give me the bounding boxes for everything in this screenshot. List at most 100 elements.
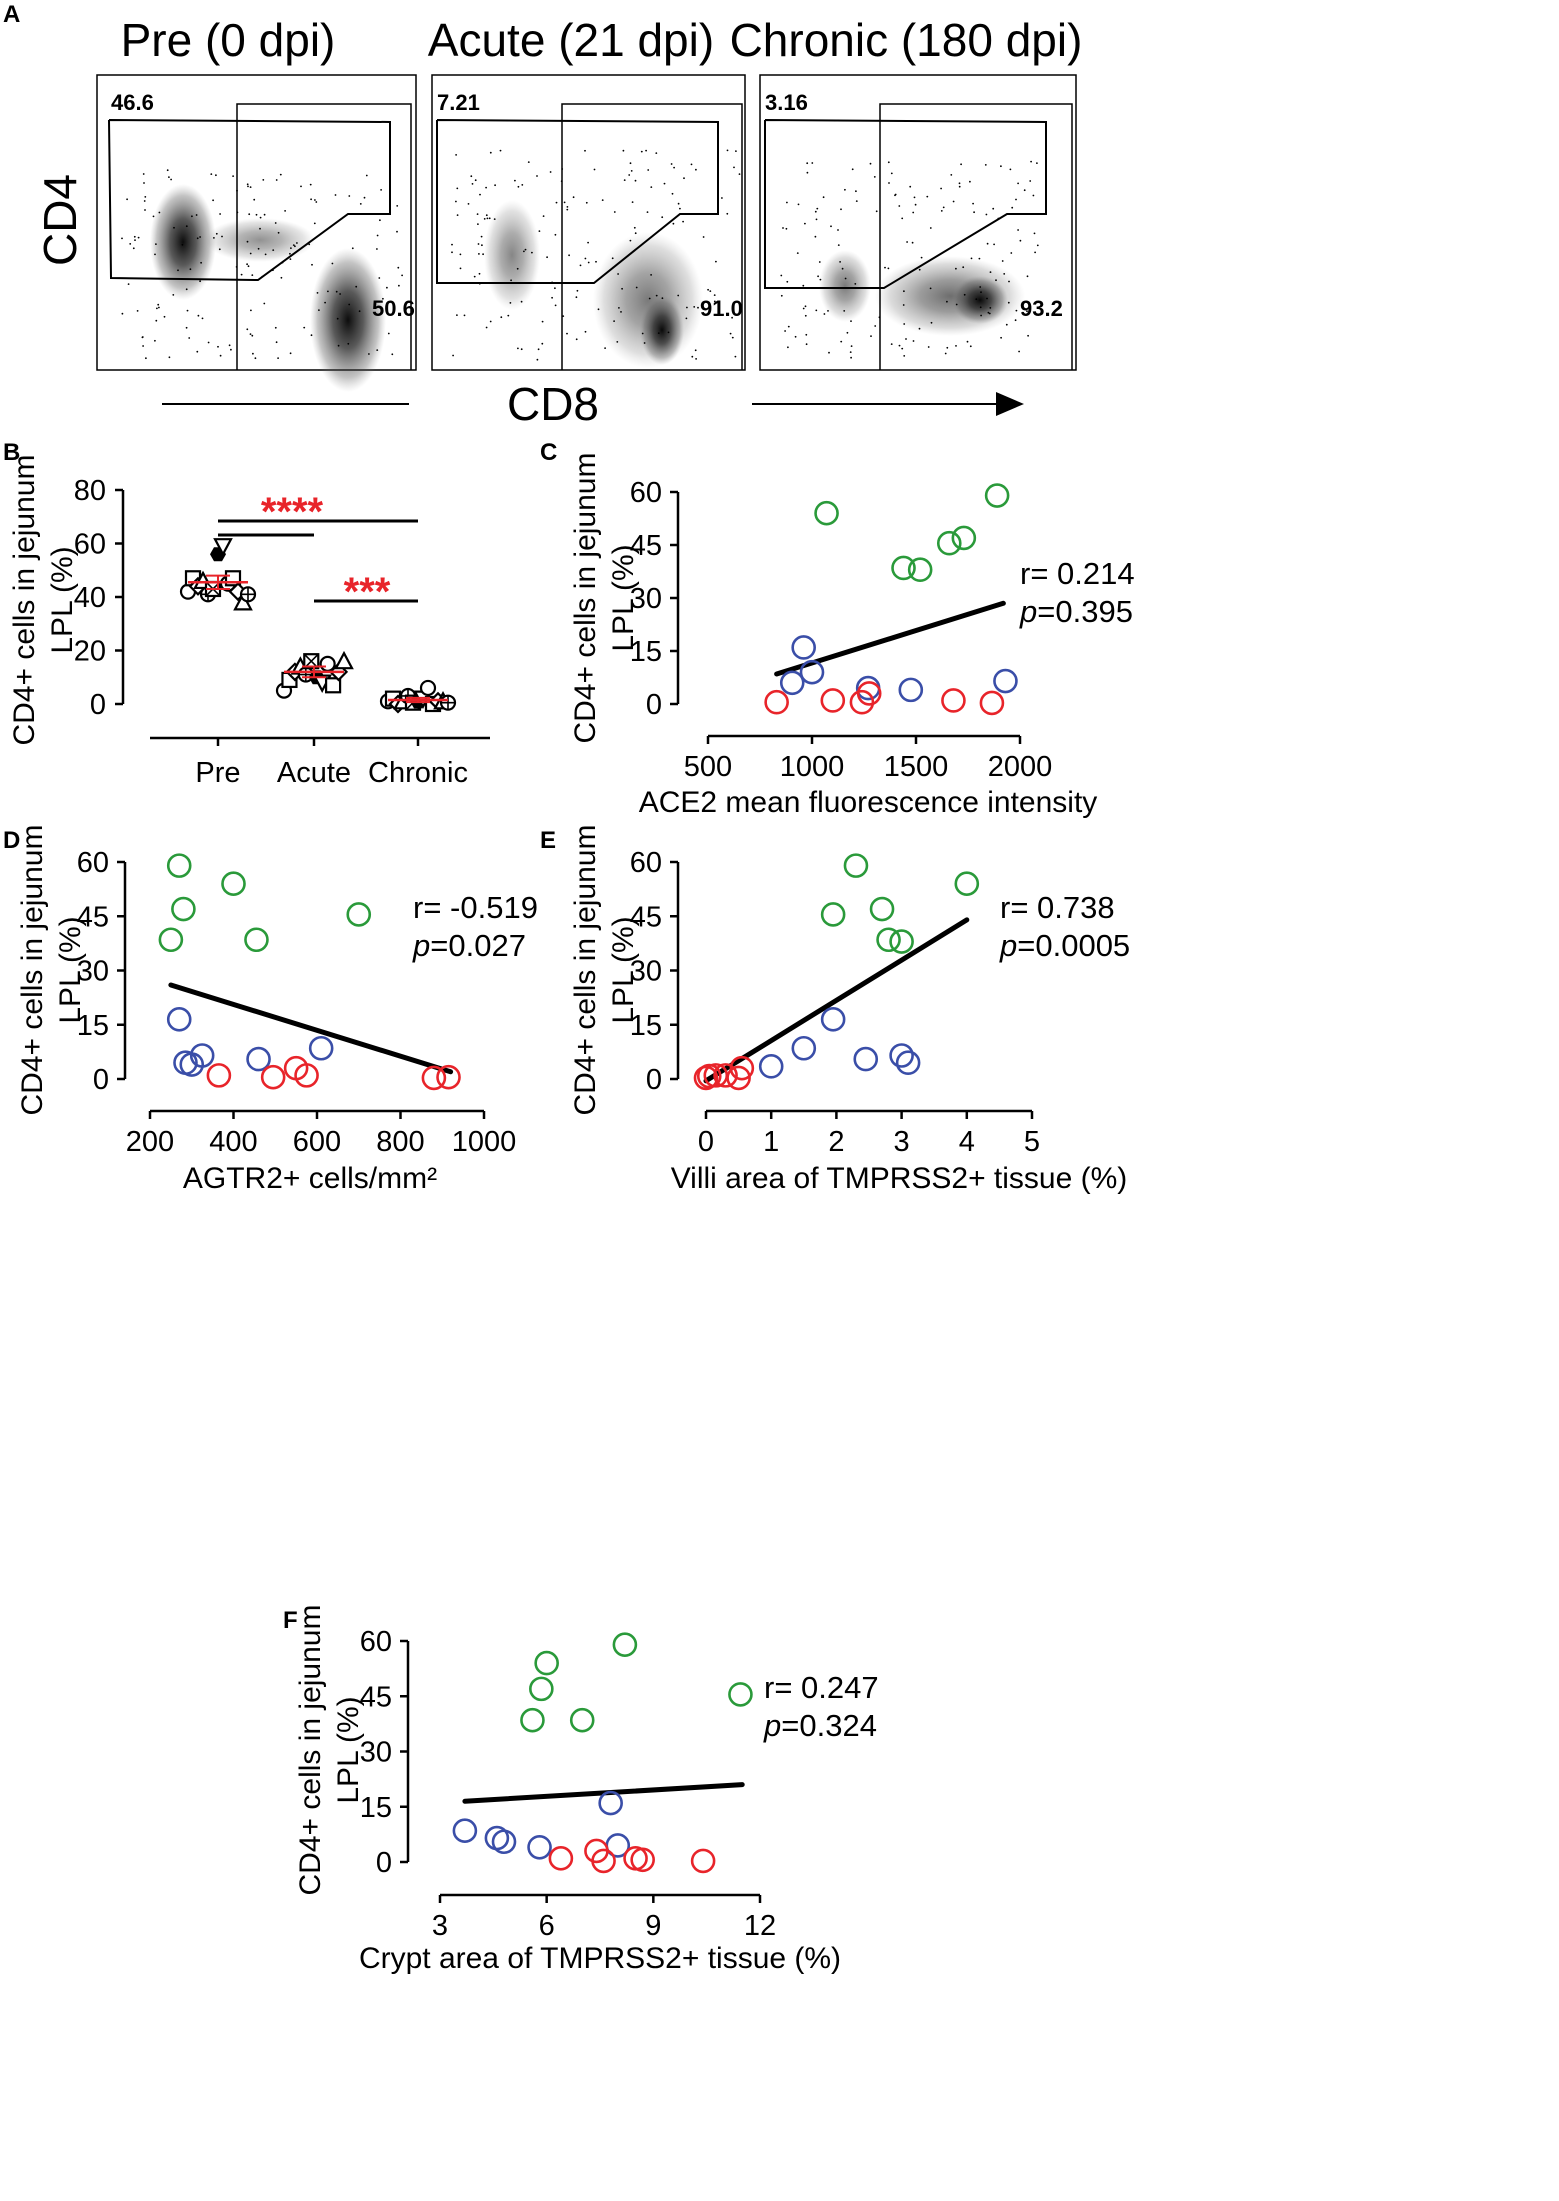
flow-event-dot bbox=[455, 200, 457, 203]
x-tick-label: 500 bbox=[684, 751, 732, 783]
data-point bbox=[324, 677, 342, 694]
data-point bbox=[889, 1043, 914, 1068]
flow-event-dot bbox=[643, 342, 646, 344]
flow-event-dot bbox=[296, 242, 298, 244]
flow-event-dot bbox=[671, 192, 674, 195]
y-tick-label: 45 bbox=[77, 901, 109, 933]
flow-event-dot bbox=[1019, 239, 1022, 242]
y-tick-label: 15 bbox=[630, 1010, 662, 1042]
flow-event-dot bbox=[185, 288, 188, 291]
p-value: =0.395 bbox=[1037, 594, 1133, 629]
y-tick-label: 60 bbox=[77, 847, 109, 879]
flow-event-dot bbox=[806, 171, 809, 174]
flow-event-dot bbox=[255, 213, 258, 216]
cd4-gate-value: 7.21 bbox=[437, 90, 480, 115]
flow-event-dot bbox=[382, 297, 384, 300]
panel-label-a: A bbox=[3, 1, 20, 28]
flow-event-dot bbox=[802, 284, 805, 287]
flow-event-dot bbox=[272, 249, 275, 252]
flow-event-dot bbox=[997, 217, 1000, 220]
flow-event-dot bbox=[694, 349, 697, 352]
group-pre bbox=[179, 538, 257, 611]
data-point bbox=[690, 1848, 716, 1874]
flow-event-dot bbox=[713, 294, 716, 296]
flow-event-dot bbox=[486, 217, 489, 220]
flow-event-dot bbox=[478, 272, 481, 275]
flow-title-chronic: Chronic (180 dpi) bbox=[730, 14, 1083, 66]
flow-event-dot bbox=[154, 339, 156, 342]
flow-event-dot bbox=[137, 236, 140, 239]
flow-event-dot bbox=[339, 293, 341, 295]
flow-event-dot bbox=[995, 279, 997, 282]
cd4-gate-value: 46.6 bbox=[111, 90, 154, 115]
flow-event-dot bbox=[733, 166, 735, 169]
flow-event-dot bbox=[396, 205, 399, 207]
correlation-r: r= 0.214 bbox=[1020, 556, 1135, 591]
flow-event-dot bbox=[314, 199, 316, 201]
flow-event-dot bbox=[246, 263, 249, 266]
data-point bbox=[951, 525, 977, 551]
flow-event-dot bbox=[477, 243, 480, 245]
flow-event-dot bbox=[844, 277, 847, 280]
flow-event-dot bbox=[249, 333, 252, 335]
data-point bbox=[598, 1790, 623, 1816]
flow-event-dot bbox=[731, 316, 733, 319]
series-pre bbox=[158, 853, 372, 953]
flow-event-dot bbox=[940, 187, 942, 190]
x-tick-label: 9 bbox=[645, 1910, 661, 1942]
flow-event-dot bbox=[473, 275, 476, 278]
flow-event-dot bbox=[841, 267, 844, 270]
flow-event-dot bbox=[1000, 336, 1002, 339]
flow-event-dot bbox=[517, 185, 520, 188]
flow-event-dot bbox=[210, 173, 213, 176]
flow-event-dot bbox=[613, 211, 616, 213]
flow-event-dot bbox=[846, 331, 849, 334]
flow-event-dot bbox=[476, 213, 479, 216]
flow-event-dot bbox=[376, 234, 379, 237]
flow-event-dot bbox=[819, 278, 822, 281]
flow-event-dot bbox=[365, 174, 368, 177]
flow-event-dot bbox=[218, 248, 221, 251]
data-point bbox=[166, 853, 192, 878]
data-point bbox=[728, 1682, 753, 1707]
data-point bbox=[799, 659, 825, 685]
cd8-gate-value: 93.2 bbox=[1020, 296, 1063, 321]
flow-event-dot bbox=[310, 198, 312, 201]
flow-event-dot bbox=[633, 226, 636, 229]
y-tick-label: 30 bbox=[360, 1737, 392, 1769]
flow-event-dot bbox=[1036, 244, 1039, 247]
flow-event-dot bbox=[875, 210, 878, 213]
flow-event-dot bbox=[641, 332, 644, 335]
series-acute bbox=[779, 635, 1018, 703]
flow-event-dot bbox=[721, 197, 723, 199]
regression-line bbox=[168, 982, 454, 1075]
data-point-mark bbox=[441, 695, 455, 710]
y-tick-label: 0 bbox=[646, 1064, 662, 1096]
flow-event-dot bbox=[236, 189, 238, 192]
flow-event-dot bbox=[483, 218, 486, 220]
flow-event-dot bbox=[782, 227, 784, 229]
flow-event-dot bbox=[805, 333, 808, 336]
flow-event-dot bbox=[655, 294, 658, 297]
flow-event-dot bbox=[905, 338, 907, 340]
x-tick-label: 1000 bbox=[780, 751, 845, 783]
flow-event-dot bbox=[397, 266, 400, 269]
y-tick-label: 40 bbox=[74, 582, 106, 614]
data-point bbox=[984, 483, 1010, 508]
flow-event-dot bbox=[1014, 319, 1017, 322]
group-chronic bbox=[379, 679, 457, 714]
flow-event-dot bbox=[566, 208, 569, 211]
flow-event-dot bbox=[259, 216, 262, 219]
flow-event-dot bbox=[898, 205, 901, 207]
data-point bbox=[791, 1035, 817, 1061]
data-point bbox=[294, 1063, 319, 1088]
flow-plot-acute: 7.21 91.0 bbox=[431, 74, 746, 371]
flow-event-dot bbox=[168, 176, 170, 179]
flow-event-dot bbox=[170, 178, 173, 181]
flow-event-dot bbox=[163, 315, 166, 318]
flow-event-dot bbox=[622, 149, 625, 152]
flow-event-dot bbox=[695, 168, 697, 171]
flow-event-dot bbox=[1034, 251, 1036, 254]
correlation-p: p=0.0005 bbox=[999, 928, 1130, 963]
